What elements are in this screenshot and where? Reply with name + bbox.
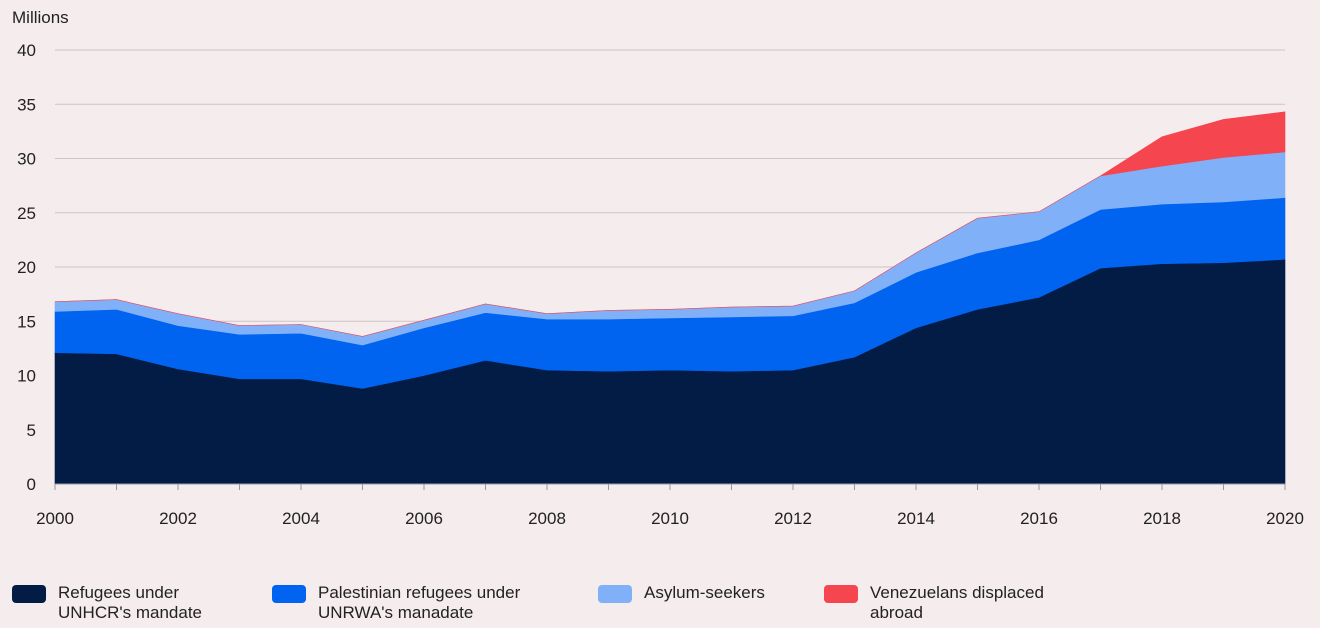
- legend-label-unrwa: Palestinian refugees under UNRWA's manad…: [318, 583, 521, 622]
- area-series: [54, 111, 1286, 485]
- y-tick-label-5: 5: [27, 421, 36, 440]
- x-tick-label-2008: 2008: [528, 509, 566, 528]
- legend-label-asylum: Asylum-seekers: [644, 583, 765, 602]
- legend-swatch-unhcr: [12, 585, 46, 603]
- legend-swatch-asylum: [598, 585, 632, 603]
- stacked-area-chart: 0 5 10 15 20 25 30 35 40 2000 2002 2004 2006 2008 2010…: [17, 41, 1304, 528]
- legend: Refugees under UNHCR's mandate Palestini…: [12, 583, 1312, 627]
- x-tick-label-2014: 2014: [897, 509, 935, 528]
- y-tick-label-25: 25: [17, 204, 36, 223]
- x-tick-label-2006: 2006: [405, 509, 443, 528]
- legend-label-unhcr: Refugees under UNHCR's mandate: [58, 583, 203, 622]
- y-unit-label: Millions: [12, 8, 69, 27]
- x-tick-label-2000: 2000: [36, 509, 74, 528]
- y-tick-label-20: 20: [17, 258, 36, 277]
- legend-swatch-venezuelans: [824, 585, 858, 603]
- axes: 0 5 10 15 20 25 30 35 40 2000 2002 2004 2006 2008 2010…: [17, 41, 1304, 528]
- y-tick-label-30: 30: [17, 150, 36, 169]
- x-tick-label-2018: 2018: [1143, 509, 1181, 528]
- legend-item-venezuelans: Venezuelans displaced abroad: [824, 583, 1120, 623]
- legend-item-unrwa: Palestinian refugees under UNRWA's manad…: [272, 583, 568, 623]
- x-tick-label-2012: 2012: [774, 509, 812, 528]
- x-tick-label-2002: 2002: [159, 509, 197, 528]
- y-tick-label-15: 15: [17, 312, 36, 331]
- legend-label-venezuelans: Venezuelans displaced abroad: [870, 583, 1044, 622]
- x-tick-label-2020: 2020: [1266, 509, 1304, 528]
- y-tick-label-10: 10: [17, 367, 36, 386]
- y-tick-label-35: 35: [17, 95, 36, 114]
- x-tick-label-2016: 2016: [1020, 509, 1058, 528]
- x-tick-label-2010: 2010: [651, 509, 689, 528]
- legend-swatch-unrwa: [272, 585, 306, 603]
- legend-item-unhcr: Refugees under UNHCR's mandate: [12, 583, 308, 623]
- x-tick-label-2004: 2004: [282, 509, 320, 528]
- y-tick-label-40: 40: [17, 41, 36, 60]
- legend-item-asylum: Asylum-seekers: [598, 583, 894, 603]
- y-tick-label-0: 0: [27, 475, 36, 494]
- area-series-3: [54, 111, 1286, 337]
